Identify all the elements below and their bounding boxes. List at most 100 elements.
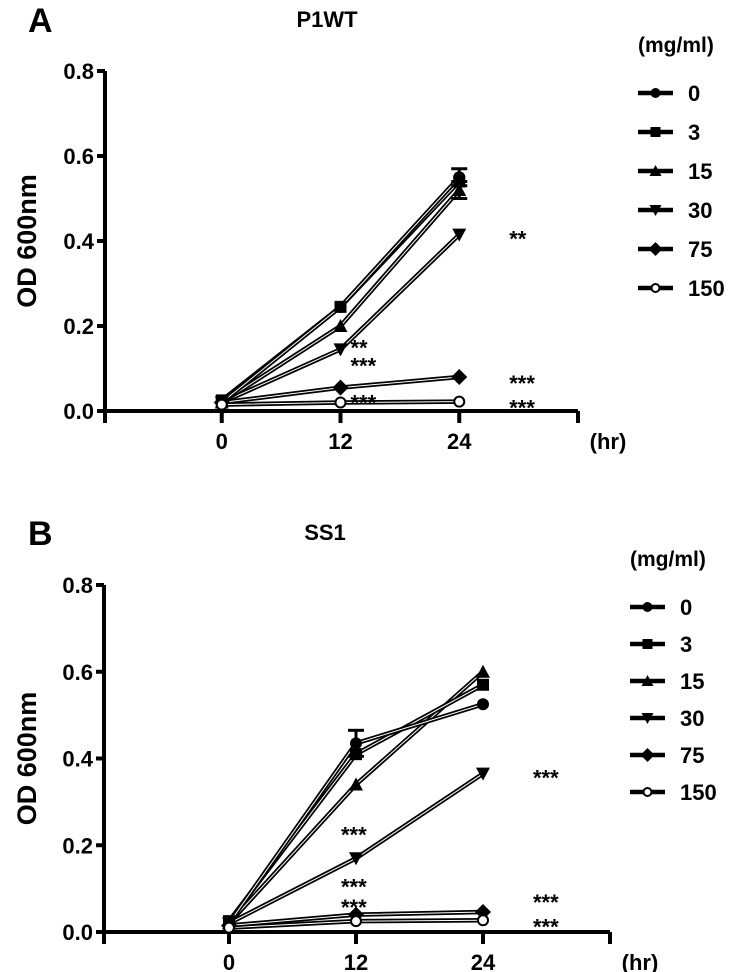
data-point-75-24h xyxy=(451,369,468,385)
legend-marker-open-circle-icon xyxy=(650,283,661,293)
legend-label: 30 xyxy=(688,198,712,223)
x-tick-label: 12 xyxy=(328,429,352,454)
panel-label: A xyxy=(28,2,53,40)
data-point-0-12h xyxy=(350,737,362,750)
x-axis-label: (hr) xyxy=(590,429,627,454)
series-line-0 xyxy=(220,175,461,405)
legend-label: 0 xyxy=(688,81,700,106)
significance-annotation: *** xyxy=(341,875,367,900)
y-axis-label: OD 600nm xyxy=(12,692,42,826)
data-point-30-12h xyxy=(333,343,348,357)
legend-marker-triangle-up-icon xyxy=(641,675,654,686)
legend-marker-triangle-down-icon xyxy=(641,713,654,724)
y-tick-label: 0.4 xyxy=(62,747,93,772)
legend-label: 3 xyxy=(680,632,692,657)
y-tick-label: 0.2 xyxy=(63,314,94,339)
x-tick-label: 0 xyxy=(216,429,228,454)
legend: (mg/ml) 0 3 15 30 75 150 xyxy=(638,34,725,301)
legend-marker-circle-icon xyxy=(650,88,661,98)
legend-marker-square-icon xyxy=(642,639,653,649)
data-point-15-24h xyxy=(452,183,467,196)
chart-title: P1WT xyxy=(296,7,358,32)
legend-label: 15 xyxy=(688,159,712,184)
y-axis-label: OD 600nm xyxy=(12,174,42,308)
significance-annotation: *** xyxy=(341,822,367,847)
panel-label: B xyxy=(28,515,53,553)
legend-label: 150 xyxy=(688,276,725,301)
legend-marker-open-circle-icon xyxy=(642,787,653,797)
legend-label: 0 xyxy=(680,595,692,620)
legend-item-3: 3 xyxy=(638,120,700,145)
legend-item-30: 30 xyxy=(638,198,712,223)
legend-label: 75 xyxy=(680,743,704,768)
legend-label: 30 xyxy=(680,706,704,731)
legend-item-0: 0 xyxy=(630,595,692,620)
x-axis-label: (hr) xyxy=(622,950,659,972)
legend-item-0: 0 xyxy=(638,81,700,106)
data-point-15-12h xyxy=(333,319,348,332)
data-point-3-12h xyxy=(350,748,362,761)
significance-annotation: *** xyxy=(509,396,535,421)
y-tick-label: 0.6 xyxy=(63,144,94,169)
significance-annotation: *** xyxy=(341,895,367,920)
data-point-150-24h xyxy=(453,395,466,408)
y-tick-label: 0.8 xyxy=(62,573,93,598)
legend-label: 150 xyxy=(680,780,717,805)
significance-annotation: *** xyxy=(509,371,535,396)
legend-label: 3 xyxy=(688,120,700,145)
y-tick-label: 0.4 xyxy=(63,229,94,254)
significance-annotation: *** xyxy=(351,391,377,416)
data-point-150-12h xyxy=(334,396,347,409)
legend-item-15: 15 xyxy=(638,159,712,184)
data-point-150-0h xyxy=(223,921,235,934)
legend-item-150: 150 xyxy=(638,276,725,301)
x-tick-label: 24 xyxy=(471,950,496,972)
chart-title: SS1 xyxy=(304,520,346,545)
legend-item-30: 30 xyxy=(630,706,704,731)
data-point-150-0h xyxy=(215,398,228,411)
y-tick-label: 0.2 xyxy=(62,833,93,858)
legend-label: 15 xyxy=(680,669,704,694)
legend-marker-triangle-down-icon xyxy=(649,205,662,216)
data-point-30-24h xyxy=(452,228,467,242)
data-point-150-24h xyxy=(477,914,489,927)
data-point-15-24h xyxy=(476,664,490,678)
legend-item-15: 15 xyxy=(630,669,704,694)
data-point-3-12h xyxy=(334,300,347,313)
data-point-75-12h xyxy=(332,379,349,396)
data-point-3-24h xyxy=(477,678,489,691)
legend-marker-diamond-icon xyxy=(648,242,663,256)
significance-annotation: ** xyxy=(509,227,527,252)
significance-annotation: *** xyxy=(351,353,377,378)
data-point-0-24h xyxy=(477,698,489,711)
y-tick-label: 0.6 xyxy=(62,660,93,685)
significance-annotation: *** xyxy=(533,766,559,791)
legend: (mg/ml) 0 3 15 30 75 150 xyxy=(630,548,717,805)
x-tick-label: 12 xyxy=(344,950,368,972)
legend-marker-circle-icon xyxy=(642,602,653,612)
data-point-15-12h xyxy=(349,777,363,791)
x-tick-label: 24 xyxy=(447,429,472,454)
legend-marker-square-icon xyxy=(650,127,661,137)
legend-marker-triangle-up-icon xyxy=(649,165,662,176)
y-tick-label: 0.8 xyxy=(63,59,94,84)
legend-marker-diamond-icon xyxy=(640,748,655,762)
data-point-150-12h xyxy=(350,915,362,928)
legend-title: (mg/ml) xyxy=(638,34,714,57)
legend-title: (mg/ml) xyxy=(630,548,706,571)
data-point-30-24h xyxy=(476,767,490,781)
legend-item-3: 3 xyxy=(630,632,692,657)
legend-item-150: 150 xyxy=(630,780,717,805)
significance-annotation: *** xyxy=(533,914,559,939)
x-tick-label: 0 xyxy=(223,950,235,972)
significance-annotation: ** xyxy=(351,335,369,360)
y-tick-label: 0.0 xyxy=(63,399,94,424)
legend-label: 75 xyxy=(688,237,712,262)
series-line-highlight-0 xyxy=(221,176,460,403)
legend-item-75: 75 xyxy=(638,237,712,262)
data-point-30-12h xyxy=(349,852,363,866)
y-tick-label: 0.0 xyxy=(62,920,93,945)
legend-item-75: 75 xyxy=(630,743,704,768)
